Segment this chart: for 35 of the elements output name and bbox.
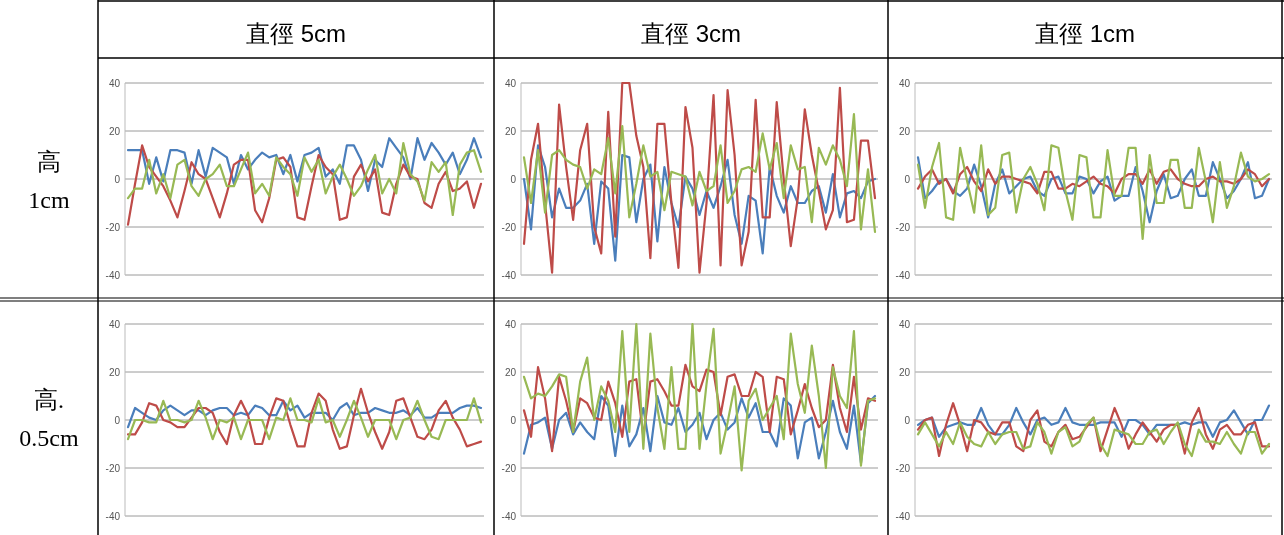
y-tick-label: -20 [105,221,121,233]
y-tick-label: 40 [108,77,121,89]
chart-title: 直徑 5cm [245,20,347,47]
y-tick-label: 20 [898,366,911,378]
y-tick-label: -20 [105,462,121,474]
y-tick-label: 20 [504,366,517,378]
y-tick-label: 0 [114,414,121,426]
y-tick-label: -40 [895,510,911,522]
y-tick-label: -40 [501,510,517,522]
y-tick-label: -20 [501,221,517,233]
y-tick-label: -20 [895,221,911,233]
y-axis-title: 高 1cm [28,148,70,213]
y-tick-label: 40 [898,77,911,89]
y-tick-label: 40 [108,318,121,330]
y-tick-label: -20 [501,462,517,474]
y-axis-title: 高. 0.5cm [19,386,79,451]
y-tick-label: 40 [504,318,517,330]
y-tick-label: 0 [904,414,911,426]
y-tick-label: -40 [895,269,911,281]
y-tick-label: 40 [504,77,517,89]
y-tick-label: -20 [895,462,911,474]
chart-title: 直徑 3cm [640,20,742,47]
y-tick-label: 0 [510,414,517,426]
y-tick-label: -40 [105,269,121,281]
y-tick-label: 0 [114,173,121,185]
y-tick-label: 20 [108,366,121,378]
chart-title: 直徑 1cm [1034,20,1136,47]
y-tick-label: 0 [904,173,911,185]
y-tick-label: 20 [504,125,517,137]
y-tick-label: 20 [108,125,121,137]
y-tick-label: -40 [105,510,121,522]
y-tick-label: 20 [898,125,911,137]
y-tick-label: 0 [510,173,517,185]
y-tick-label: 40 [898,318,911,330]
y-tick-label: -40 [501,269,517,281]
